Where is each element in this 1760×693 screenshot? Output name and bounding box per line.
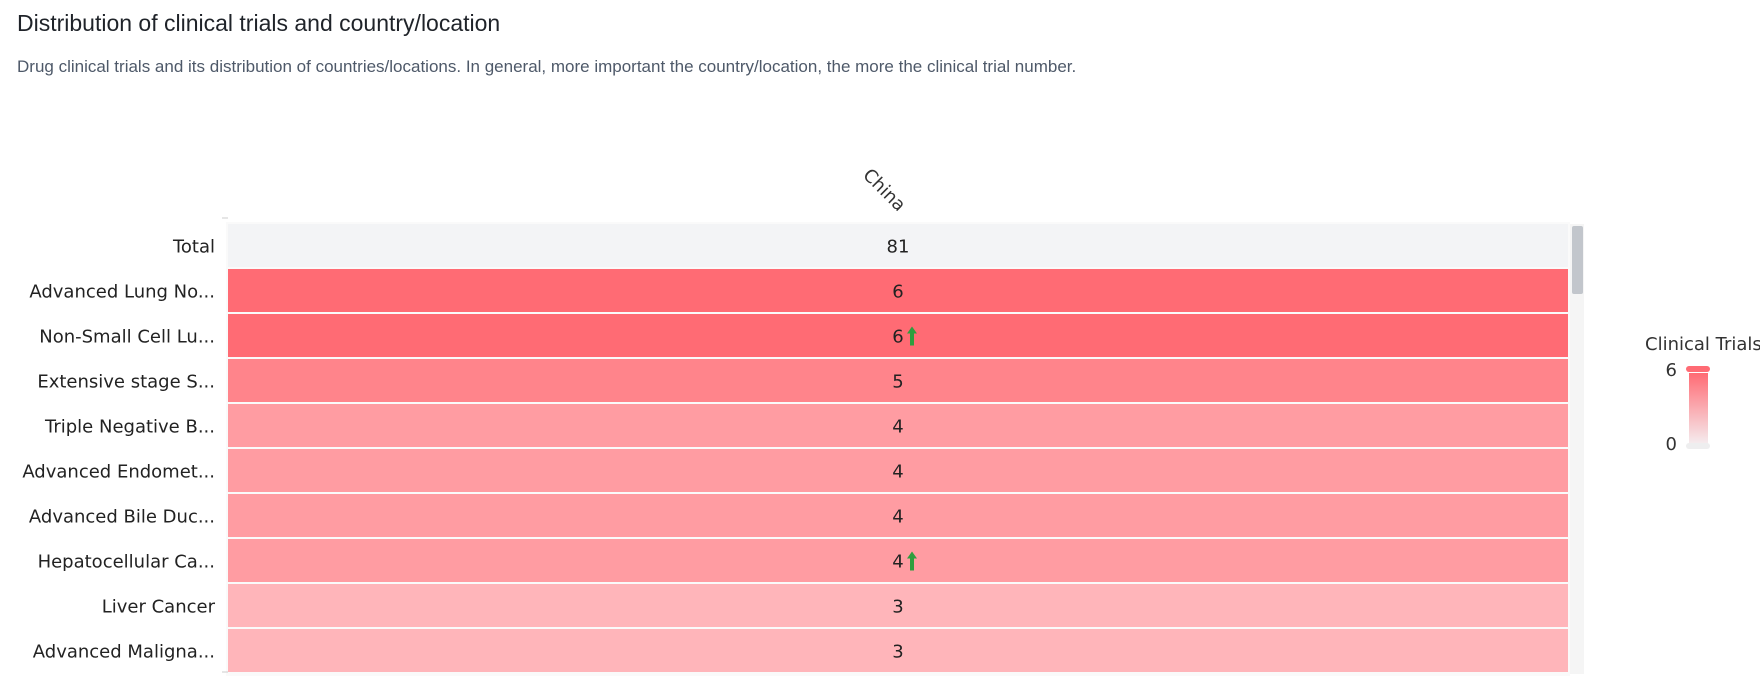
row-label: Extensive stage S... bbox=[37, 372, 215, 393]
cell-value: 4 bbox=[892, 507, 903, 528]
legend-gradient-bar bbox=[1689, 373, 1708, 448]
legend-title: Clinical Trials bbox=[1645, 334, 1760, 355]
row-label: Advanced Maligna... bbox=[33, 642, 215, 663]
row-label: Hepatocellular Ca... bbox=[38, 552, 215, 573]
cell-value: 4 bbox=[892, 552, 903, 573]
row-label-total: Total bbox=[172, 237, 215, 258]
legend-max-handle[interactable] bbox=[1686, 366, 1710, 372]
cell-value: 3 bbox=[892, 642, 903, 663]
row-label: Advanced Lung No... bbox=[29, 282, 215, 303]
legend-min-handle[interactable] bbox=[1686, 443, 1710, 449]
cell-value: 5 bbox=[892, 372, 903, 393]
row-label: Advanced Endomet... bbox=[22, 462, 215, 483]
column-label-china: China bbox=[858, 165, 909, 216]
cell-value: 6 bbox=[892, 327, 903, 348]
cell-value: 4 bbox=[892, 462, 903, 483]
legend-max-label: 6 bbox=[1666, 360, 1677, 381]
scrollbar-thumb[interactable] bbox=[1572, 226, 1583, 294]
row-label: Liver Cancer bbox=[102, 597, 216, 618]
cell-value: 3 bbox=[892, 597, 903, 618]
row-label: Triple Negative B... bbox=[44, 417, 215, 438]
cell-value: 6 bbox=[892, 282, 903, 303]
row-label: Non-Small Cell Lu... bbox=[39, 327, 215, 348]
total-value: 81 bbox=[887, 237, 910, 258]
row-label: Advanced Bile Duc... bbox=[29, 507, 215, 528]
legend-min-label: 0 bbox=[1666, 434, 1677, 455]
cell-value: 4 bbox=[892, 417, 903, 438]
